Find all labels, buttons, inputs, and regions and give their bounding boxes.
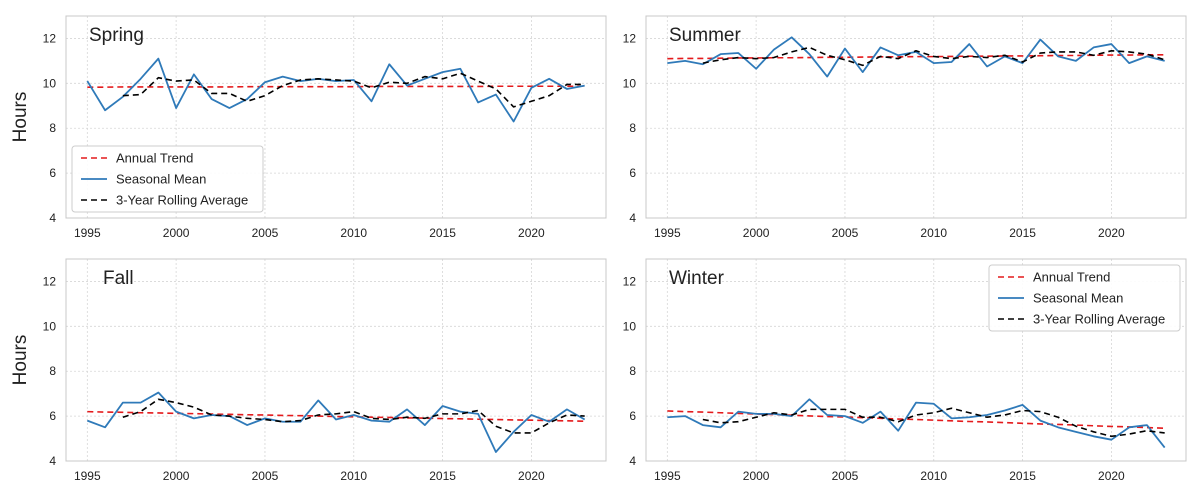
x-tick-label: 2010: [920, 226, 947, 240]
x-tick-label: 2005: [252, 469, 279, 483]
series-line-mean: [87, 391, 586, 453]
legend-box: [988, 264, 1181, 332]
x-tick-label: 1995: [654, 226, 681, 240]
x-tick-label: 2000: [743, 469, 770, 483]
series-line-mean: [86, 57, 585, 123]
x-tick-label: 2010: [340, 469, 367, 483]
y-tick-label: 4: [49, 454, 56, 468]
x-tick-label: 2010: [340, 226, 367, 240]
y-tick-label: 10: [43, 76, 57, 90]
series-line-trend: [87, 410, 585, 423]
x-tick-label: 2005: [252, 226, 279, 240]
x-tick-label: 2020: [1098, 226, 1125, 240]
plot-frame: [645, 15, 1187, 219]
y-tick-label: 10: [43, 319, 57, 333]
x-tick-label: 2010: [920, 469, 947, 483]
chart-panel-fall: 1995 2000 2005 2010 2015 2020 4 6 8 10 12 Hours Fall: [10, 258, 607, 483]
y-tick-label: 8: [629, 121, 636, 135]
x-tick-label: 2020: [518, 226, 545, 240]
x-tick-label: 2000: [163, 226, 190, 240]
y-tick-label: 12: [43, 31, 57, 45]
legend-label-mean: Seasonal Mean: [116, 172, 206, 187]
y-tick-label: 6: [49, 166, 56, 180]
legend-box: [71, 145, 264, 213]
x-tick-label: 2020: [1098, 469, 1125, 483]
x-tick-label: 1995: [654, 469, 681, 483]
x-tick-label: 2015: [1009, 469, 1036, 483]
plot-frame: [645, 258, 1187, 462]
x-tick-label: 2000: [743, 226, 770, 240]
x-tick-label: 2005: [832, 469, 859, 483]
series-line-rolling: [122, 398, 585, 434]
y-tick-label: 8: [49, 364, 56, 378]
legend: Annual Trend Seasonal Mean 3-Year Rolling …: [71, 145, 264, 213]
x-tick-label: 2015: [429, 469, 456, 483]
x-tick-label: 2015: [1009, 226, 1036, 240]
x-tick-label: 1995: [74, 469, 101, 483]
grid-lines: [646, 16, 1186, 219]
chart-panel-summer: 1995 2000 2005 2010 2015 2020 4 6 8 10 12 Summer: [623, 15, 1187, 240]
y-tick-label: 12: [623, 31, 637, 45]
series-line-mean: [667, 36, 1165, 78]
y-axis-label: Hours: [10, 335, 31, 386]
x-tick-label: 2020: [518, 469, 545, 483]
panel-title: Spring: [89, 25, 144, 46]
x-tick-label: 1995: [74, 226, 101, 240]
y-tick-label: 6: [629, 166, 636, 180]
grid-lines: [66, 259, 606, 462]
y-tick-label: 4: [629, 454, 636, 468]
series-line-trend: [87, 85, 585, 88]
legend-label-trend: Annual Trend: [116, 151, 193, 166]
legend: Annual Trend Seasonal Mean 3-Year Rolling …: [988, 264, 1181, 332]
series-line-rolling: [122, 72, 585, 108]
plot-frame: [65, 258, 607, 462]
panel-title: Winter: [669, 268, 725, 289]
y-tick-label: 6: [629, 409, 636, 423]
y-tick-label: 8: [49, 121, 56, 135]
y-tick-label: 10: [623, 319, 637, 333]
series-line-mean: [667, 398, 1166, 449]
y-tick-label: 12: [43, 274, 57, 288]
y-axis-label: Hours: [10, 92, 31, 143]
y-tick-label: 4: [49, 211, 56, 225]
series-line-rolling: [702, 46, 1165, 67]
plot-frame: [65, 15, 607, 219]
chart-panel-winter: 1995 2000 2005 2010 2015 2020 4 6 8 10 12 Winter Ann…: [623, 258, 1187, 483]
series-line-trend: [667, 410, 1165, 430]
legend-label-mean: Seasonal Mean: [1033, 291, 1123, 306]
panel-title: Summer: [669, 25, 741, 46]
chart-panel-spring: 1995 2000 2005 2010 2015 2020 4 6 8 10 12 Hours Spri…: [10, 15, 607, 240]
y-tick-label: 6: [49, 409, 56, 423]
x-tick-label: 2015: [429, 226, 456, 240]
y-tick-label: 10: [623, 76, 637, 90]
x-tick-label: 2005: [832, 226, 859, 240]
x-tick-label: 2000: [163, 469, 190, 483]
legend-label-rolling: 3-Year Rolling Average: [1033, 312, 1165, 327]
y-tick-label: 12: [623, 274, 637, 288]
y-tick-label: 4: [629, 211, 636, 225]
y-tick-label: 8: [629, 364, 636, 378]
panel-title: Fall: [103, 268, 134, 289]
legend-label-trend: Annual Trend: [1033, 270, 1110, 285]
legend-label-rolling: 3-Year Rolling Average: [116, 193, 248, 208]
